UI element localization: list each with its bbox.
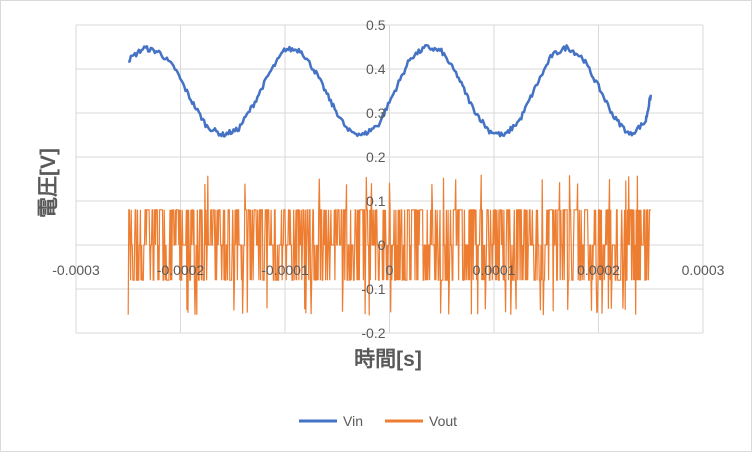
x-tick-label: 0.0003 (682, 262, 725, 278)
y-tick-label: 0 (378, 237, 386, 253)
x-tick-label: -0.0001 (261, 262, 309, 278)
y-tick-label: -0.1 (361, 281, 385, 297)
vout-series-line (127, 174, 651, 316)
y-tick-label: 0.5 (366, 17, 386, 33)
x-tick-label: -0.0003 (52, 262, 100, 278)
y-axis-title: 電圧[V] (37, 148, 60, 218)
vin-series-line (128, 43, 653, 138)
y-tick-label: 0.3 (366, 105, 386, 121)
legend: Vin Vout (299, 413, 457, 429)
x-tick-label: 0.0001 (473, 262, 516, 278)
legend-vin-label: Vin (343, 413, 363, 429)
y-tick-label: -0.2 (361, 325, 385, 341)
x-tick-label: -0.0002 (157, 262, 205, 278)
y-tick-label: 0.2 (366, 149, 386, 165)
tick-labels: -0.2-0.100.10.20.30.40.5-0.0003 -0.0002 -0… (52, 17, 724, 341)
x-tick-label: 0 (386, 262, 394, 278)
y-tick-label: 0.1 (366, 193, 386, 209)
x-tick-label: 0.0002 (577, 262, 620, 278)
x-axis-title: 時間[s] (354, 347, 422, 371)
plot-area (127, 43, 653, 316)
legend-vout-label: Vout (429, 413, 457, 429)
y-tick-label: 0.4 (366, 61, 386, 77)
